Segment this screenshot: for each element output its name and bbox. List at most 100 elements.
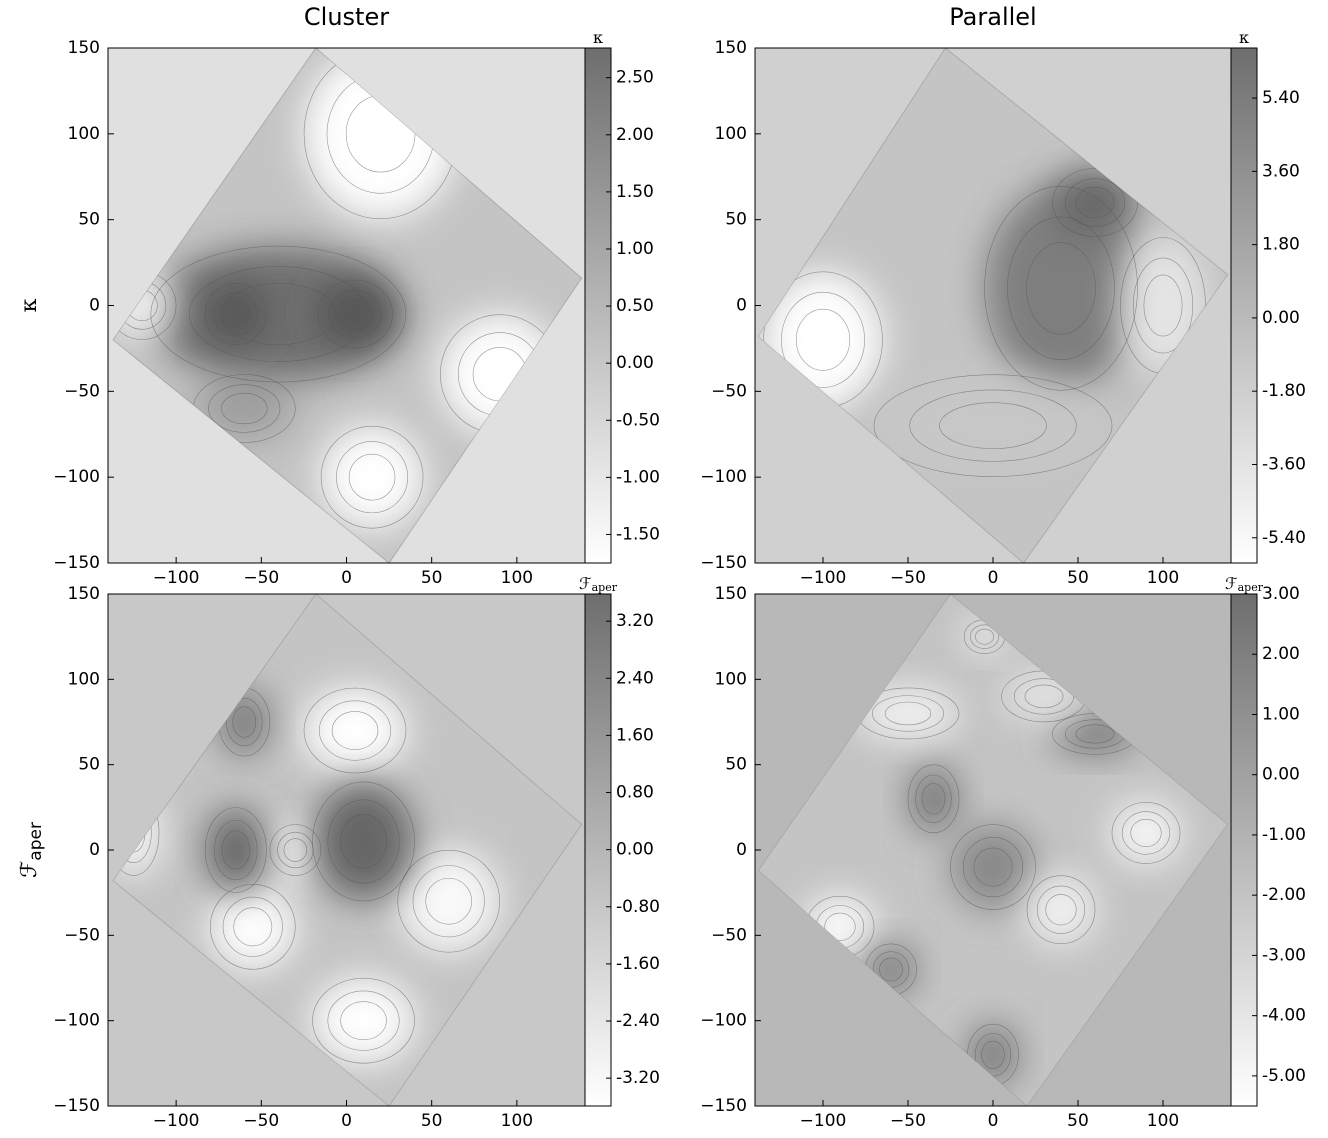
panel: −100−50050100−150−100−50050100150Paralle… [700,3,1306,588]
y-tick-label: −50 [64,381,100,401]
colorbar-tick-label: -3.00 [1262,945,1306,965]
y-tick-label: 150 [715,38,747,58]
y-tick-label: 50 [725,210,747,230]
x-tick-label: 0 [341,568,352,588]
colorbar-tick-label: -0.80 [616,897,660,917]
panel: −100 −50 0 50 100 −150 −100 −50 0 50 100 150 3.00 2.0… [700,574,1306,1132]
panel: −100 −50 0 50 100 −150 −100 −50 0 50 100 150 Cluster… [17,3,660,588]
x-tick-label: 50 [1067,1111,1089,1131]
y-tick-label: 0 [89,296,100,316]
y-tick-label: −100 [700,1011,747,1031]
colorbar-tick-label: -3.20 [616,1068,660,1088]
y-tick-label: 50 [725,755,747,775]
y-tick-label: 100 [68,124,100,144]
y-axis-label: κ [17,298,42,312]
colorbar-tick-label: -1.80 [1262,381,1306,401]
y-tick-label: −50 [711,381,747,401]
y-tick-label: 50 [78,755,100,775]
y-tick-label: 100 [715,669,747,689]
colorbar-tick-label: -1.50 [616,524,660,544]
y-tick-label: −150 [700,553,747,573]
colorbar-tick-label: -0.50 [616,410,660,430]
colorbar-tick-label: 3.60 [1262,161,1300,181]
colorbar-label-subscript: aper [592,581,618,594]
colorbar-tick-label: 1.00 [616,239,654,259]
y-tick-label: −150 [700,1096,747,1116]
colorbar-tick-label: 1.50 [616,182,654,202]
x-tick-label: 100 [501,1111,533,1131]
x-tick-label: −50 [243,568,279,588]
colorbar-tick-label: 1.80 [1262,235,1300,255]
panel-title: Parallel [949,3,1036,31]
y-tick-label: 150 [715,584,747,604]
x-tick-label: −100 [153,1111,200,1131]
x-tick-label: 50 [1067,568,1089,588]
colorbar-label-symbol: ℱ [1225,574,1238,593]
colorbar-tick-label: -5.00 [1262,1066,1306,1086]
colorbar-tick-label: 5.40 [1262,88,1300,108]
y-axis-label: ℱaper [17,822,46,878]
colorbar-tick-label: 2.40 [616,668,654,688]
colorbar-tick-label: -3.60 [1262,454,1306,474]
colorbar-tick-label: 2.00 [616,125,654,145]
x-tick-label: −100 [153,568,200,588]
colorbar [1231,594,1257,1106]
y-tick-label: 150 [68,584,100,604]
colorbar [1231,48,1257,563]
colorbar-tick-label: 0.80 [616,783,654,803]
colorbar-tick-label: 0.00 [1262,308,1300,328]
colorbar [585,48,611,563]
colorbar-label-symbol: κ [1239,28,1249,47]
colorbar-tick-label: 3.00 [1262,584,1300,604]
y-tick-label: 0 [736,296,747,316]
y-tick-label: 100 [68,669,100,689]
x-tick-label: 100 [1147,568,1179,588]
colorbar-tick-label: -5.40 [1262,528,1306,548]
y-axis-label-symbol: ℱ [17,861,42,878]
colorbar-tick-label: 2.50 [616,68,654,88]
colorbar-label-subscript: aper [1238,581,1264,594]
colorbar-tick-label: 1.60 [616,725,654,745]
colorbar-tick-label: 0.00 [1262,765,1300,785]
y-tick-label: −100 [53,467,100,487]
colorbar-tick-label: -1.00 [1262,825,1306,845]
y-tick-label: 100 [715,124,747,144]
x-tick-label: −100 [800,1111,847,1131]
x-tick-label: 0 [988,1111,999,1131]
x-tick-label: 50 [421,1111,443,1131]
y-tick-label: 0 [89,840,100,860]
x-tick-label: −50 [243,1111,279,1131]
y-tick-label: −150 [53,553,100,573]
colorbar-label-symbol: κ [593,28,603,47]
x-tick-label: 0 [341,1111,352,1131]
y-tick-label: 0 [736,840,747,860]
x-tick-label: 0 [988,568,999,588]
y-tick-label: −150 [53,1096,100,1116]
colorbar-tick-label: -2.00 [1262,885,1306,905]
y-axis-label-subscript: aper [26,822,46,861]
colorbar-tick-label: 0.00 [616,840,654,860]
x-tick-label: 100 [1147,1111,1179,1131]
colorbar-tick-label: 3.20 [616,611,654,631]
y-tick-label: 150 [68,38,100,58]
colorbar-tick-label: -4.00 [1262,1006,1306,1026]
colorbar-label-symbol: ℱ [579,574,592,593]
x-tick-label: 100 [501,568,533,588]
colorbar-tick-label: 0.00 [616,353,654,373]
figure: −100 −50 0 50 100 −150 −100 −50 0 50 100 150 Cluster… [0,0,1328,1138]
y-tick-label: −50 [64,925,100,945]
colorbar-tick-label: -1.00 [616,467,660,487]
colorbar-label: κ [1239,28,1249,47]
colorbar-tick-label: 1.00 [1262,704,1300,724]
panel: −100 −50 0 50 100 −150 −100 −50 0 50 100 150 ℱaper 3.… [17,574,660,1132]
y-tick-label: −50 [711,925,747,945]
y-tick-label: 50 [78,210,100,230]
panel-title: Cluster [304,3,389,31]
colorbar-tick-label: -2.40 [616,1011,660,1031]
colorbar-tick-label: -1.60 [616,954,660,974]
y-tick-label: −100 [53,1011,100,1031]
x-tick-label: −50 [890,1111,926,1131]
x-tick-label: 50 [421,568,443,588]
colorbar-label: ℱaper [579,574,618,595]
colorbar-tick-label: 2.00 [1262,644,1300,664]
